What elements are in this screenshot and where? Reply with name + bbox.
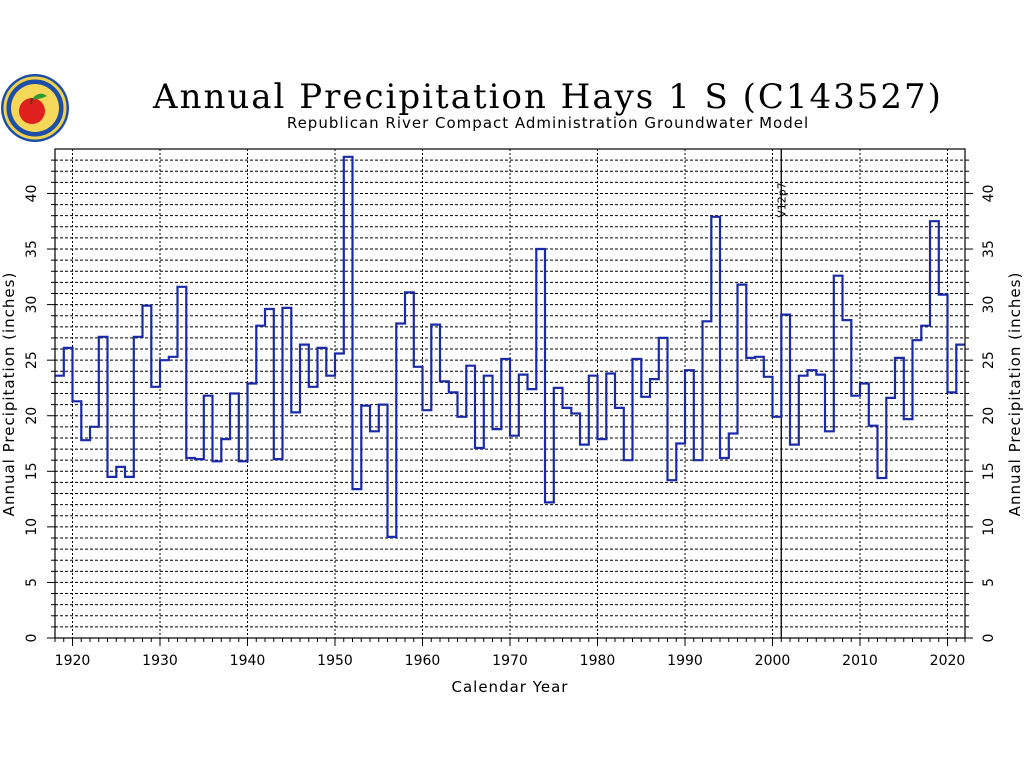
y-tick-label-left: 30 (24, 296, 40, 314)
x-tick-label: 1950 (317, 653, 353, 669)
y-tick-label-left: 20 (24, 407, 40, 425)
x-tick-label: 1980 (580, 653, 616, 669)
y-tick-label-right: 40 (981, 185, 997, 203)
x-tick-label: 1970 (492, 653, 528, 669)
annotation-label: V12p7 (775, 182, 788, 218)
y-tick-label-right: 15 (981, 462, 997, 480)
y-tick-label-left: 5 (24, 578, 40, 587)
x-tick-label: 2020 (930, 653, 966, 669)
series (55, 155, 965, 538)
plot-frame (54, 148, 966, 639)
y-axis-label-left: Annual Precipitation (inches) (0, 272, 18, 517)
precipitation-step-line (55, 155, 965, 538)
x-tick-label: 1940 (230, 653, 266, 669)
x-tick-label: 2010 (842, 653, 878, 669)
ticks: 1920 1930 1940 1950 1960 1970 1980 1990 2000 2010… (24, 159, 997, 669)
chart-title: Annual Precipitation Hays 1 S (C143527) (152, 77, 943, 117)
y-tick-label-right: 5 (981, 578, 997, 587)
y-tick-label-right: 20 (981, 407, 997, 425)
y-axis-label-right: Annual Precipitation (inches) (1006, 272, 1024, 517)
rrca-logo (1, 74, 69, 142)
y-tick-label-left: 15 (24, 462, 40, 480)
chart-subtitle: Republican River Compact Administration … (287, 114, 809, 132)
x-tick-label: 1930 (142, 653, 178, 669)
y-tick-label-left: 40 (24, 185, 40, 203)
y-tick-label-left: 10 (24, 518, 40, 536)
y-tick-label-left: 35 (24, 240, 40, 258)
x-tick-label: 1990 (667, 653, 703, 669)
x-tick-label: 1920 (55, 653, 91, 669)
y-tick-label-right: 0 (981, 634, 997, 643)
y-tick-label-right: 30 (981, 296, 997, 314)
x-axis-label: Calendar Year (452, 678, 569, 696)
y-tick-label-left: 25 (24, 351, 40, 369)
y-tick-label-left: 0 (24, 634, 40, 643)
x-tick-label: 1960 (405, 653, 441, 669)
x-tick-label: 2000 (755, 653, 791, 669)
y-tick-label-right: 25 (981, 351, 997, 369)
y-tick-label-right: 35 (981, 240, 997, 258)
y-tick-label-right: 10 (981, 518, 997, 536)
